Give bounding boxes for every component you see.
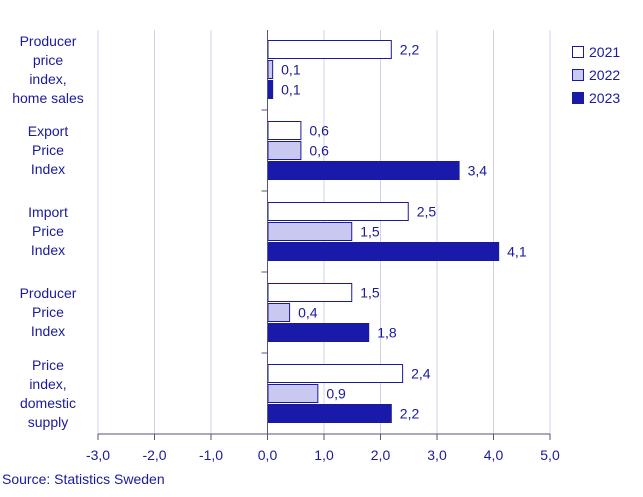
x-tick-label: 2,0 (371, 447, 391, 463)
data-label: 0,1 (281, 82, 301, 98)
bar (267, 40, 392, 59)
category-label: Producer Price Index (19, 285, 77, 339)
legend-label: 2023 (589, 90, 620, 106)
category-label: Price index, domestic supply (19, 356, 77, 430)
x-tick-label: -2,0 (142, 447, 166, 463)
data-label: 1,5 (360, 224, 380, 240)
legend-swatch (572, 69, 584, 81)
data-label: 0,6 (309, 143, 329, 159)
category-label: Producer price index, home sales (12, 32, 84, 106)
data-label: 2,4 (411, 366, 431, 382)
x-tick-label: -3,0 (86, 447, 110, 463)
x-tick-label: -1,0 (199, 447, 223, 463)
category-label: Export Price Index (27, 123, 69, 177)
data-label: 4,1 (507, 244, 527, 260)
bar (267, 202, 409, 221)
source-note: Source: Statistics Sweden (2, 471, 165, 487)
data-label: 0,4 (298, 305, 318, 321)
data-label: 1,5 (360, 285, 380, 301)
bar (267, 121, 302, 140)
legend-label: 2022 (589, 67, 620, 83)
bar (267, 242, 500, 261)
bar (267, 161, 460, 180)
bar (267, 323, 370, 342)
data-label: 2,2 (400, 406, 420, 422)
data-label: 1,8 (377, 325, 397, 341)
data-label: 3,4 (468, 163, 488, 179)
data-label: 2,2 (400, 42, 420, 58)
bar (267, 283, 353, 302)
x-tick-label: 1,0 (314, 447, 334, 463)
bar (267, 141, 302, 160)
x-tick-label: 3,0 (427, 447, 447, 463)
category-label: Import Price Index (28, 204, 68, 258)
legend-swatch (572, 92, 584, 104)
data-label: 2,5 (417, 204, 437, 220)
x-tick-label: 5,0 (540, 447, 560, 463)
x-tick-label: 0,0 (258, 447, 278, 463)
bar (267, 80, 274, 99)
bar (267, 222, 353, 241)
data-label: 0,9 (326, 386, 346, 402)
legend-swatch (572, 46, 584, 58)
data-label: 0,1 (281, 62, 301, 78)
legend-label: 2021 (589, 44, 620, 60)
x-tick-label: 4,0 (484, 447, 504, 463)
bar (267, 364, 404, 383)
bar (267, 404, 392, 423)
bar (267, 384, 319, 403)
bar (267, 60, 274, 79)
data-label: 0,6 (309, 123, 329, 139)
bar (267, 303, 291, 322)
